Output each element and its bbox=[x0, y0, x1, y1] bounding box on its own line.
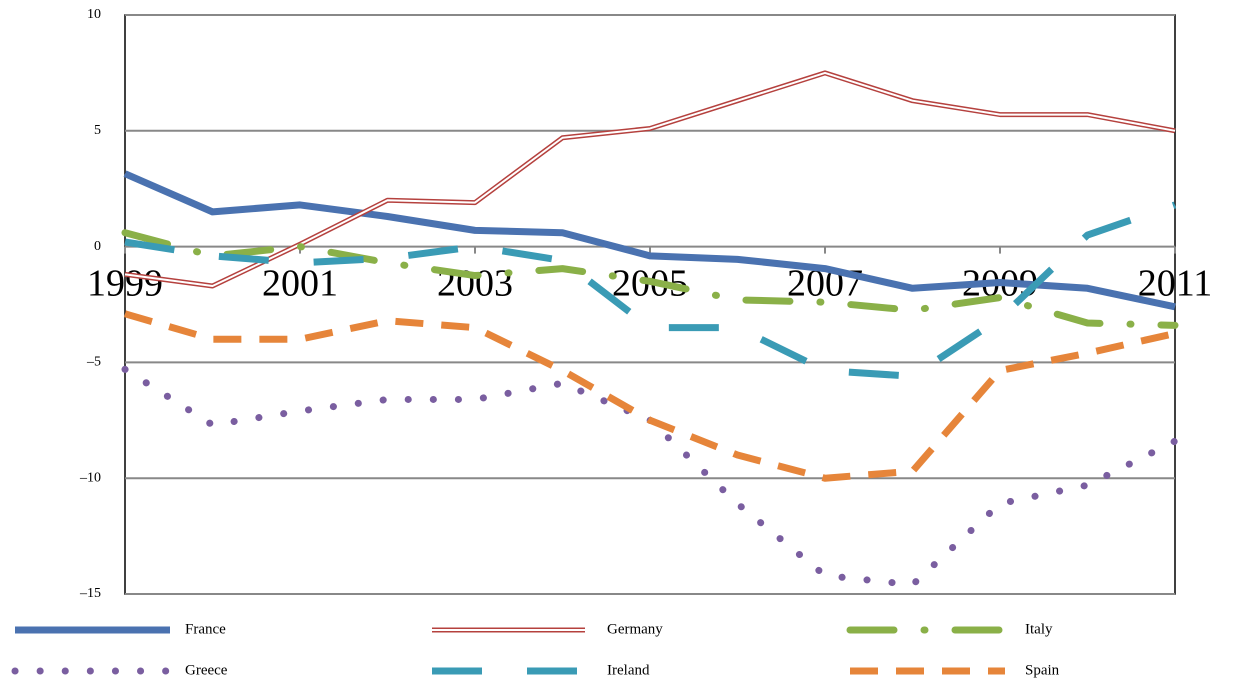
series-line bbox=[121, 229, 1179, 329]
y-tick-label: 10 bbox=[87, 7, 101, 22]
series-line bbox=[123, 170, 1176, 311]
x-tick-label: 2011 bbox=[1138, 263, 1213, 305]
y-tick-label: –5 bbox=[86, 355, 101, 370]
legend-label: Ireland bbox=[607, 662, 650, 678]
y-tick-label: 0 bbox=[94, 239, 101, 254]
x-tick-label: 1999 bbox=[87, 263, 163, 305]
legend-label: France bbox=[185, 621, 226, 637]
legend-label: Greece bbox=[185, 662, 228, 678]
y-tick-label: –10 bbox=[79, 470, 101, 485]
legend-label: Italy bbox=[1025, 621, 1053, 637]
x-tick-label: 2001 bbox=[262, 263, 338, 305]
y-tick-label: –15 bbox=[79, 586, 101, 601]
legend-label: Spain bbox=[1025, 662, 1060, 678]
legend-label: Germany bbox=[607, 621, 663, 637]
series-line bbox=[124, 310, 1176, 482]
series-line bbox=[121, 365, 1179, 589]
y-tick-label: 5 bbox=[94, 123, 101, 138]
